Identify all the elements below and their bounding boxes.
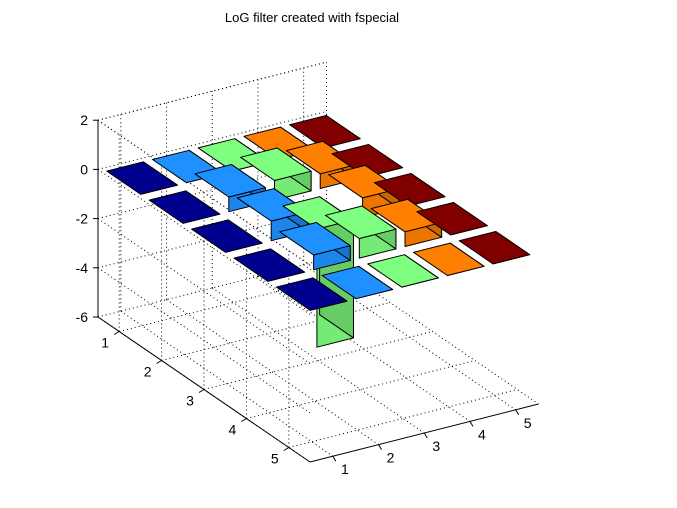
x-tick-label: 1	[341, 461, 349, 477]
bar	[191, 219, 263, 253]
x-tick-mark	[332, 455, 337, 462]
x-tick-label: 2	[387, 450, 395, 466]
bar	[416, 202, 488, 236]
y-gridline-floor	[288, 389, 518, 448]
y-tick-mark	[156, 360, 162, 364]
z-tick-label: -4	[76, 260, 89, 276]
bar-top-face	[148, 190, 221, 224]
z-gridline-left-wall	[97, 267, 311, 414]
bar	[370, 198, 443, 247]
tick-labels: 2 0 -2 -4 -6 1 2 3 4 5 1 2 3 4 5	[76, 112, 532, 477]
z-tick-label: -2	[76, 211, 89, 227]
bar	[106, 161, 178, 195]
bar	[321, 265, 394, 300]
y-tick-label: 1	[101, 335, 109, 351]
floor-right-edge	[326, 258, 539, 405]
z-tick-label: 0	[80, 161, 88, 177]
bar-top-face	[373, 173, 446, 207]
y-gridline-floor	[161, 302, 391, 361]
bar-top-face	[458, 231, 531, 265]
chart-title: LoG filter created with fspecial	[225, 10, 399, 25]
bar	[413, 242, 485, 276]
x-gridline-floor	[257, 275, 471, 422]
bar-top-face	[416, 202, 488, 236]
z-tick-label: 2	[80, 112, 88, 128]
bar-top-face	[191, 219, 263, 253]
y-tick-mark	[113, 331, 120, 335]
bar	[373, 173, 446, 207]
y-tick-label: 4	[229, 422, 237, 438]
x-gridline-floor	[303, 264, 516, 411]
bar	[233, 248, 305, 282]
y-tick-mark	[241, 418, 247, 422]
x-gridline-floor	[211, 287, 425, 434]
x-gridline-floor	[120, 310, 334, 457]
bar-top-face	[367, 254, 439, 288]
y-tick-mark	[283, 447, 290, 451]
bar-top-face	[194, 164, 266, 198]
top-edge-back	[97, 61, 327, 121]
y-tick-mark	[198, 389, 205, 393]
x-tick-mark	[423, 432, 428, 439]
y-tick-label: 2	[144, 364, 152, 380]
x-tick-label: 4	[478, 426, 486, 442]
x-tick-mark	[378, 444, 382, 450]
bar-top-face	[106, 161, 178, 195]
z-tick-label: -6	[76, 309, 89, 325]
y-tick-label: 5	[271, 451, 279, 467]
bar	[275, 277, 348, 311]
x-gridline-floor	[166, 299, 379, 446]
bar	[236, 188, 309, 242]
axes-grid	[97, 61, 539, 463]
x-tick-label: 5	[524, 415, 532, 431]
x-tick-label: 3	[432, 438, 440, 454]
bar	[289, 115, 361, 149]
bar-top-face	[324, 205, 397, 239]
top-edge-left	[97, 119, 311, 266]
y-tick-label: 3	[186, 393, 194, 409]
bar-top-face	[321, 265, 394, 300]
bar	[458, 231, 531, 265]
z-gridline-back-wall	[97, 110, 327, 170]
bar	[324, 205, 397, 259]
bar	[240, 147, 312, 201]
bar	[367, 254, 439, 288]
bar	[279, 222, 351, 271]
y-gridline-floor	[203, 331, 433, 390]
bar-layer	[106, 115, 531, 348]
bar	[148, 190, 221, 224]
z-gridline-left-wall	[97, 168, 311, 315]
bar-top-face	[233, 248, 305, 282]
bar-top-face	[413, 242, 485, 276]
bar-top-face	[289, 115, 361, 149]
x-tick-mark	[469, 421, 474, 427]
bar-top-face	[275, 277, 348, 311]
y-gridline-floor	[246, 360, 476, 419]
z-gridline-left-wall	[97, 218, 311, 365]
x-tick-mark	[515, 409, 520, 416]
bar-top-face	[279, 222, 351, 256]
bar-top-face	[240, 147, 312, 181]
